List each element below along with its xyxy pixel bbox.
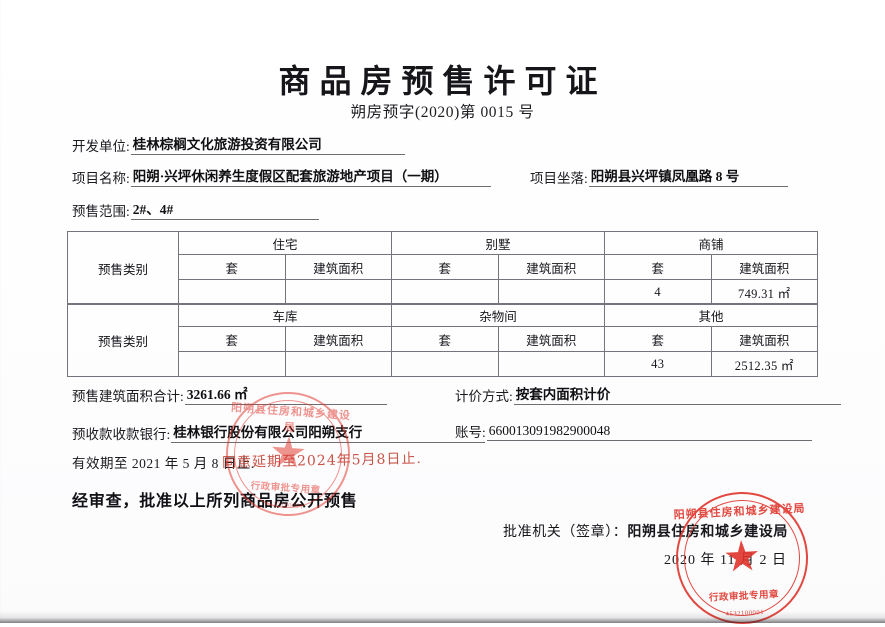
group-header-1: 住宅 xyxy=(178,231,392,255)
field-project-location-label: 项目坐落: xyxy=(530,171,588,186)
sub-header-count-2: 套 xyxy=(391,254,499,280)
group-header-2: 别墅 xyxy=(391,231,605,255)
value-count-other: 43 xyxy=(604,351,712,377)
field-pricing-method-value: 按套内面积计价 xyxy=(513,383,626,405)
value-area-villa xyxy=(497,279,605,305)
sub-header-count-3: 套 xyxy=(604,254,712,280)
field-project-name-label: 项目名称: xyxy=(72,171,130,186)
value-count-garage xyxy=(178,351,286,377)
certificate-number: 朔房预字(2020)第 0015 号 xyxy=(350,104,535,121)
approval-authority-label: 批准机关（签章）： xyxy=(503,525,628,540)
value-area-garage xyxy=(284,351,392,377)
field-project-name-value: 阳朔·兴坪休闲养生度假区配套旅游地产项目（一期） xyxy=(130,165,451,187)
table-row-group-headers: 预售类别 住宅 别墅 商铺 xyxy=(67,231,818,305)
seal-digits: 4532100001 xyxy=(725,608,765,618)
table-row-values: 43 2512.35 ㎡ xyxy=(68,351,818,377)
value-area-other: 2512.35 ㎡ xyxy=(710,351,818,377)
seal-top-text: 阳朔县住房和城乡建设局 xyxy=(673,502,806,522)
field-presale-scope: 预售范围: 2#、4# xyxy=(72,198,319,220)
field-receiving-bank-value: 桂林银行股份有限公司阳朔支行 xyxy=(171,421,368,443)
group-header-1: 车库 xyxy=(178,303,392,327)
field-project-name-rule xyxy=(450,171,491,187)
sub-header-count-1: 套 xyxy=(178,326,286,352)
value-area-residential xyxy=(284,279,392,305)
field-total-area-label: 预售建筑面积合计: xyxy=(72,389,184,404)
field-pricing-method-label: 计价方式: xyxy=(455,389,513,404)
field-developer-label: 开发单位: xyxy=(72,139,130,154)
validity-period: 有效期至 2021 年 5 月 8 日止. xyxy=(72,456,255,471)
field-account-number-value: 660013091982900048 xyxy=(486,423,657,441)
value-area-shop: 749.31 ㎡ xyxy=(710,279,818,305)
presale-table-residential: 预售类别 住宅 别墅 商铺 套 建筑面积 套 建筑面积 套 建筑面积 4 749… xyxy=(67,231,818,305)
sub-header-count-2: 套 xyxy=(391,326,499,352)
field-project-location: 项目坐落: 阳朔县兴坪镇凤凰路 8 号 xyxy=(530,165,789,187)
approval-authority-name: 阳朔县住房和城乡建设局 xyxy=(627,525,789,540)
value-count-shop: 4 xyxy=(604,279,712,305)
group-header-3: 商铺 xyxy=(604,231,818,255)
sub-header-count-3: 套 xyxy=(604,326,712,352)
page-title: 商品房预售许可证 xyxy=(278,63,607,99)
field-presale-scope-label: 预售范围: xyxy=(72,204,130,219)
field-receiving-bank-rule xyxy=(367,427,486,443)
field-developer-rule xyxy=(324,139,405,155)
field-receiving-bank: 预收款收款银行: 桂林银行股份有限公司阳朔支行 xyxy=(72,421,486,443)
sub-header-area-3: 建筑面积 xyxy=(710,254,818,280)
sub-header-count-1: 套 xyxy=(178,254,286,280)
value-area-storage xyxy=(497,351,605,377)
seal-bottom-text: 行政审批专用章 xyxy=(708,590,780,604)
field-project-location-rule xyxy=(742,171,789,187)
field-account-number-label: 账号: xyxy=(455,425,486,440)
sub-header-area-2: 建筑面积 xyxy=(497,326,605,352)
group-header-2: 杂物间 xyxy=(391,303,605,327)
issue-date: 2020 年 11 月 2 日 xyxy=(664,553,787,568)
presale-table-other: 预售类别 车库 杂物间 其他 套 建筑面积 套 建筑面积 套 建筑面积 43 2… xyxy=(67,303,818,377)
field-developer: 开发单位: 桂林棕榈文化旅游投资有限公司 xyxy=(72,133,405,155)
value-count-storage xyxy=(391,351,499,377)
field-account-number-rule xyxy=(656,425,812,441)
field-project-location-value: 阳朔县兴坪镇凤凰路 8 号 xyxy=(588,165,743,187)
field-account-number: 账号: 660013091982900048 xyxy=(455,421,812,441)
field-pricing-method-rule xyxy=(625,389,841,405)
presale-category-label: 预售类别 xyxy=(67,303,179,377)
field-developer-value: 桂林棕榈文化旅游投资有限公司 xyxy=(130,133,325,155)
table-row-values: 4 749.31 ㎡ xyxy=(68,279,818,305)
field-project-name: 项目名称: 阳朔·兴坪休闲养生度假区配套旅游地产项目（一期） xyxy=(72,165,491,187)
sub-header-area-2: 建筑面积 xyxy=(497,254,605,280)
approval-authority: 批准机关（签章）：阳朔县住房和城乡建设局 xyxy=(503,521,788,541)
field-total-area-rule xyxy=(276,389,387,405)
field-total-area-value: 3261.66 ㎡ xyxy=(184,383,277,405)
approval-statement: 经审查，批准以上所列商品房公开预售 xyxy=(72,493,358,510)
handwritten-extension-note: 同意延期至2024年5月8日止. xyxy=(221,450,423,472)
group-header-3: 其他 xyxy=(604,303,818,327)
field-presale-scope-value: 2#、4# xyxy=(130,198,191,220)
field-pricing-method: 计价方式: 按套内面积计价 xyxy=(455,383,841,405)
table-row-sub-headers: 套 建筑面积 套 建筑面积 套 建筑面积 xyxy=(68,326,818,352)
sub-header-area-1: 建筑面积 xyxy=(284,254,392,280)
sub-header-area-3: 建筑面积 xyxy=(710,326,818,352)
table-row-sub-headers: 套 建筑面积 套 建筑面积 套 建筑面积 xyxy=(68,254,818,280)
value-count-residential xyxy=(178,279,286,305)
sub-header-area-1: 建筑面积 xyxy=(284,326,392,352)
field-presale-scope-rule xyxy=(190,204,319,220)
field-total-area: 预售建筑面积合计: 3261.66 ㎡ xyxy=(72,383,387,405)
table-row-group-headers: 预售类别 车库 杂物间 其他 xyxy=(67,303,818,377)
field-receiving-bank-label: 预收款收款银行: xyxy=(72,427,171,442)
presale-category-label: 预售类别 xyxy=(67,231,179,305)
value-count-villa xyxy=(391,279,499,305)
